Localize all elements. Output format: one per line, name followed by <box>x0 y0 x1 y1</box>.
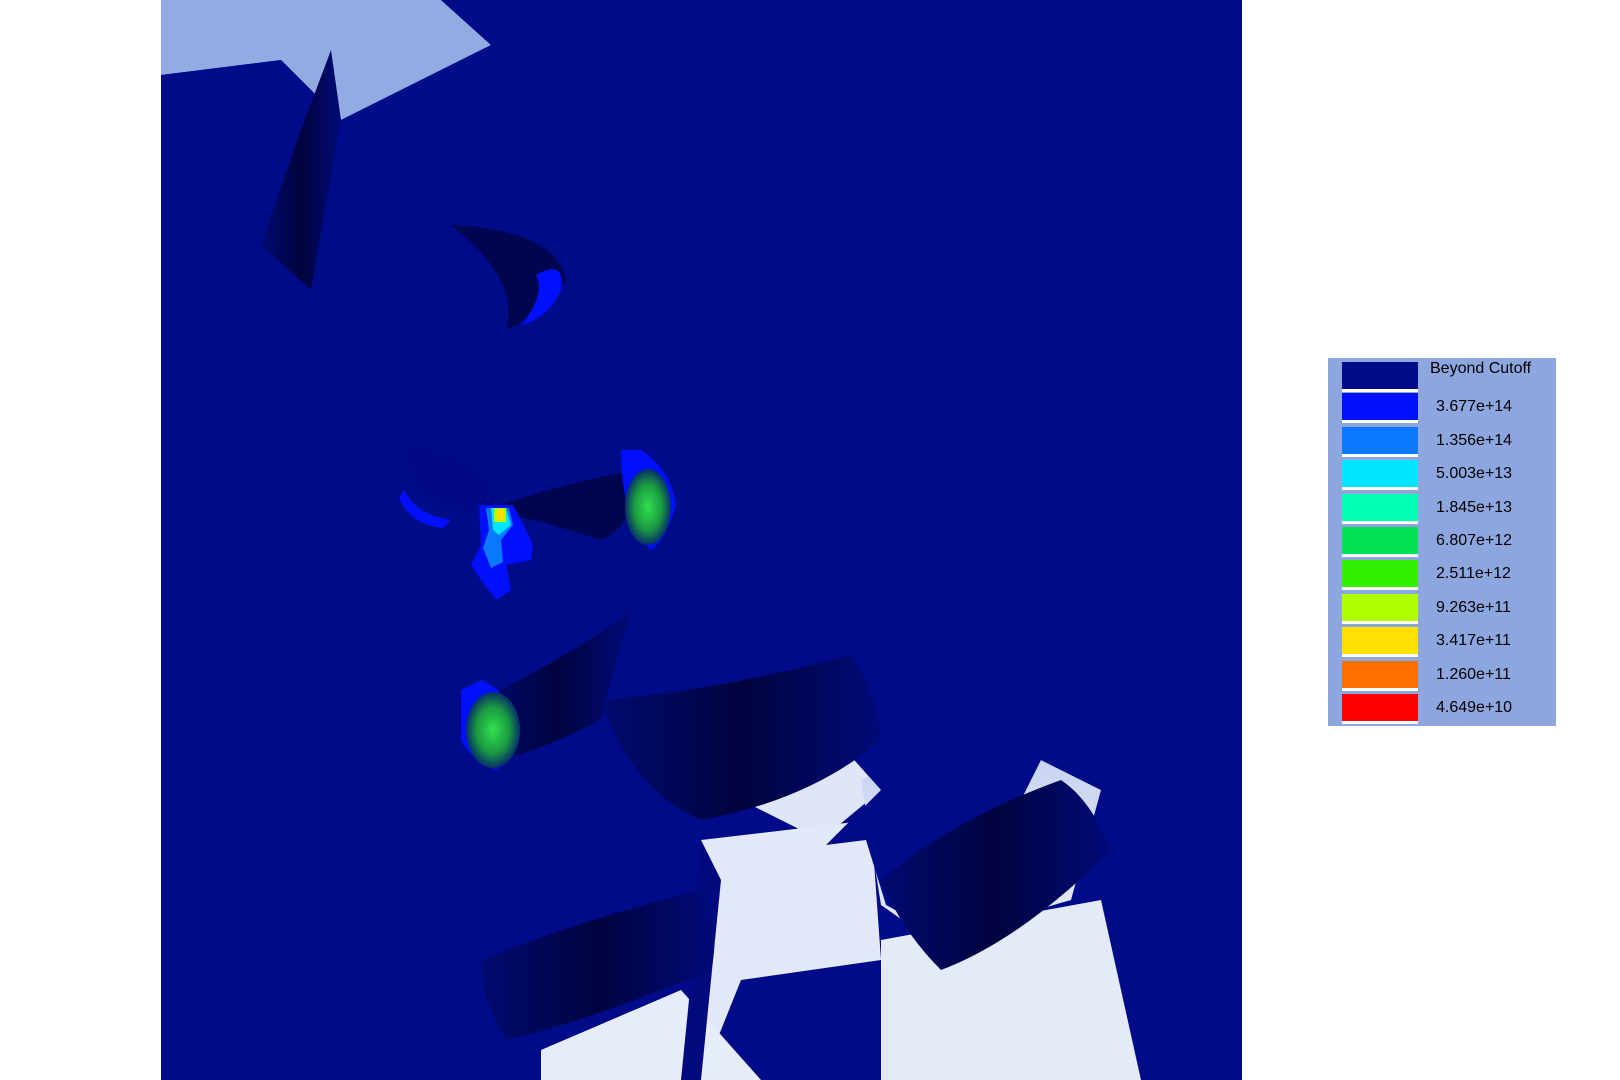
legend-swatch <box>1342 694 1418 724</box>
legend-swatch <box>1342 362 1418 392</box>
legend-swatch <box>1342 460 1418 491</box>
legend-swatch <box>1342 593 1418 624</box>
legend-swatch <box>1342 627 1418 658</box>
legend-swatch <box>1342 527 1418 557</box>
legend-entry: 5.003e+13 <box>1328 458 1556 493</box>
legend-entry: 3.677e+14 <box>1328 391 1556 426</box>
legend-entry: 1.845e+13 <box>1328 492 1556 527</box>
legend-entry: 6.807e+12 <box>1328 525 1556 560</box>
hotspot-center <box>471 505 533 600</box>
hotspot-upper-right <box>621 450 676 550</box>
legend-label: 6.807e+12 <box>1436 532 1513 549</box>
legend-label: 1.356e+14 <box>1436 431 1513 449</box>
legend-entry: 3.417e+11 <box>1328 625 1556 660</box>
contour-legend: Beyond Cutoff 3.677e+14 1.356e+14 5.003e+13… <box>1328 358 1556 726</box>
legend-entry: Beyond Cutoff <box>1328 358 1556 393</box>
model-viewport[interactable] <box>161 0 1242 1080</box>
legend-label: 1.845e+13 <box>1436 498 1513 516</box>
legend-label: 3.677e+14 <box>1436 398 1513 416</box>
hotspot-upper-rim <box>521 269 562 325</box>
legend-entry: 2.511e+12 <box>1328 558 1556 593</box>
legend-swatch <box>1342 660 1418 691</box>
legend-swatch <box>1342 493 1418 524</box>
legend-label: Beyond Cutoff <box>1430 360 1532 377</box>
stress-hotspots <box>399 269 676 770</box>
legend-entry: 1.260e+11 <box>1328 659 1556 694</box>
legend-label: 9.263e+11 <box>1436 598 1511 616</box>
legend-label: 1.260e+11 <box>1436 665 1511 683</box>
legend-entry: 9.263e+11 <box>1328 592 1556 627</box>
legend-entry: 1.356e+14 <box>1328 425 1556 460</box>
hotspot-left-rim <box>399 490 451 528</box>
legend-label: 5.003e+13 <box>1436 465 1513 483</box>
hotspot-lower-left <box>461 680 520 770</box>
legend-swatch <box>1342 393 1418 424</box>
legend-entry: 4.649e+10 <box>1328 692 1556 727</box>
legend-label: 4.649e+10 <box>1436 699 1513 716</box>
legend-swatch <box>1342 560 1418 591</box>
legend-label: 3.417e+11 <box>1436 632 1511 650</box>
legend-label: 2.511e+12 <box>1436 565 1511 583</box>
gear-contact-render <box>161 0 1242 1080</box>
legend-swatch <box>1342 426 1418 457</box>
